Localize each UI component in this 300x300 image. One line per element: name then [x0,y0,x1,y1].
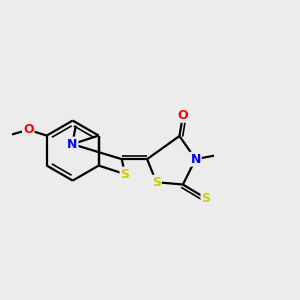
Text: S: S [152,176,161,189]
Text: S: S [121,168,130,181]
Text: O: O [23,123,34,136]
Text: N: N [67,138,77,151]
Text: N: N [190,153,201,166]
Text: S: S [202,192,211,205]
Text: O: O [178,109,188,122]
